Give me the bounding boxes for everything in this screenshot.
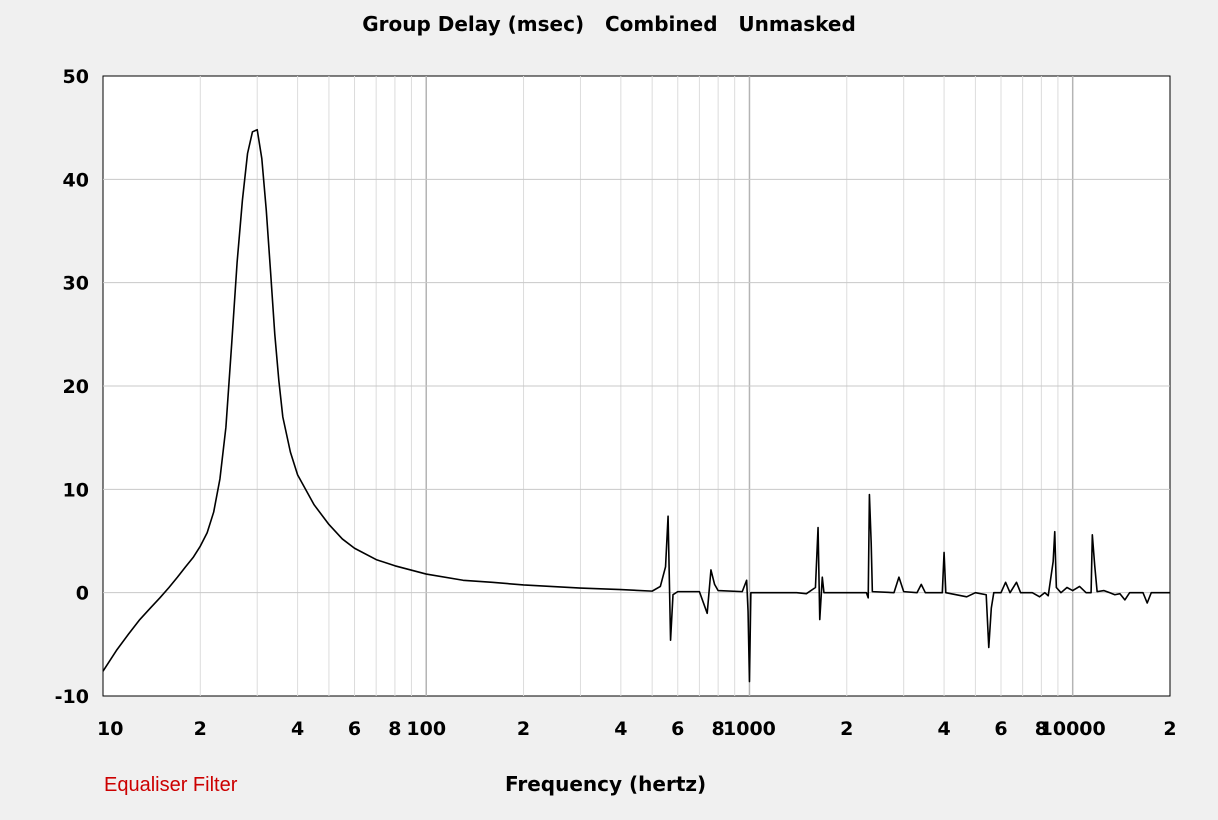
- x-tick-label: 8: [388, 718, 401, 740]
- x-tick-label: 10: [97, 718, 123, 740]
- series-group: [102, 128, 1170, 683]
- x-tick-label: 6: [348, 718, 361, 740]
- x-tick-label: 2: [517, 718, 530, 740]
- x-tick-label: 100: [406, 718, 446, 740]
- chart-title: Group Delay (msec) Combined Unmasked: [362, 12, 856, 36]
- equaliser-filter-label: Equaliser Filter: [104, 774, 238, 796]
- y-tick-label: 0: [76, 583, 89, 605]
- x-tick-label: 2: [840, 718, 853, 740]
- y-tick-label: 50: [63, 66, 89, 88]
- y-tick-label: 30: [63, 273, 89, 295]
- y-tick-labels: -10 0 10 20 30 40 50: [55, 66, 89, 708]
- series-line-group-delay: [102, 128, 1170, 683]
- x-tick-label: 6: [671, 718, 684, 740]
- y-tick-label: -10: [55, 686, 89, 708]
- x-tick-label: 8: [1035, 718, 1048, 740]
- x-tick-label: 4: [937, 718, 950, 740]
- x-tick-label: 10000: [1040, 718, 1106, 740]
- x-tick-label: 4: [614, 718, 627, 740]
- y-tick-label: 40: [63, 169, 89, 191]
- y-tick-label: 10: [63, 479, 89, 501]
- x-axis-label: Frequency (hertz): [505, 772, 707, 796]
- x-tick-label: 4: [291, 718, 304, 740]
- x-tick-label: 2: [194, 718, 207, 740]
- y-tick-label: 20: [63, 376, 89, 398]
- x-tick-label: 2: [1163, 718, 1176, 740]
- x-tick-label: 8: [712, 718, 725, 740]
- x-tick-label: 1000: [723, 718, 776, 740]
- grid: [103, 76, 1170, 696]
- x-tick-label: 6: [994, 718, 1007, 740]
